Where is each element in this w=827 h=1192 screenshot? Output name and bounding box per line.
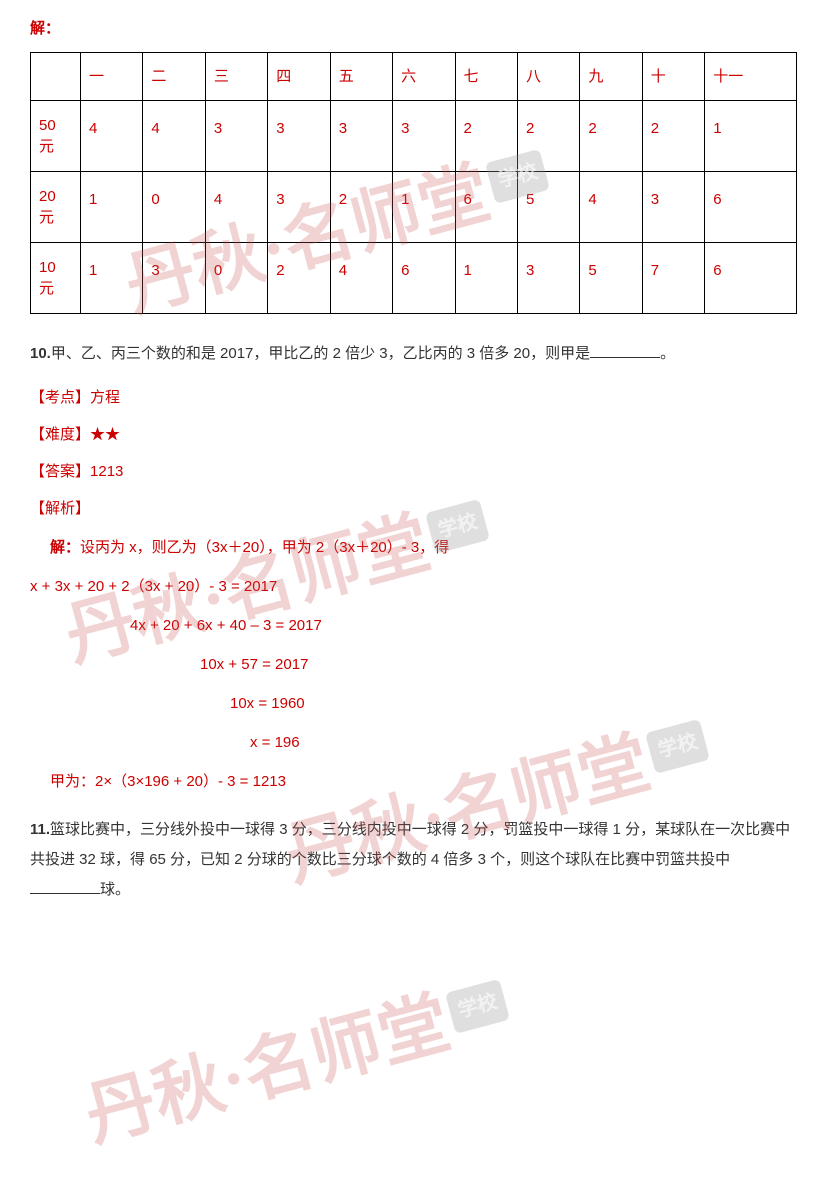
solution-step: 10x + 57 = 2017 xyxy=(30,651,797,678)
table-cell: 5 xyxy=(580,243,642,314)
table-cell: 6 xyxy=(393,243,455,314)
table-cell: 3 xyxy=(642,172,704,243)
question-tail: 。 xyxy=(660,345,675,362)
watermark: 丹秋·名师堂学校 xyxy=(71,946,523,1180)
table-cell: 6 xyxy=(705,172,797,243)
table-cell: 2 xyxy=(642,101,704,172)
table-cell: 6 xyxy=(705,243,797,314)
table-cell: 5 xyxy=(517,172,579,243)
table-cell: 3 xyxy=(268,172,330,243)
question-11: 11.篮球比赛中，三分线外投中一球得 3 分，三分线内投中一球得 2 分，罚篮投… xyxy=(30,815,797,905)
question-number: 10. xyxy=(30,345,51,362)
table-cell: 1 xyxy=(81,172,143,243)
table-header-cell: 七 xyxy=(455,53,517,101)
table-cell: 1 xyxy=(705,101,797,172)
question-tail: 球。 xyxy=(100,881,130,898)
table-cell: 2 xyxy=(330,172,392,243)
kaodian-line: 【考点】方程 xyxy=(30,384,797,411)
table-header-cell xyxy=(31,53,81,101)
fill-blank xyxy=(30,879,100,894)
table-cell: 1 xyxy=(393,172,455,243)
solution-step: x + 3x + 20 + 2（3x + 20）- 3 = 2017 xyxy=(30,573,797,600)
table-cell: 1 xyxy=(81,243,143,314)
table-cell: 4 xyxy=(330,243,392,314)
table-header-cell: 六 xyxy=(393,53,455,101)
table-cell: 3 xyxy=(268,101,330,172)
solution-step: 4x + 20 + 6x + 40 – 3 = 2017 xyxy=(30,612,797,639)
table-cell: 3 xyxy=(330,101,392,172)
table-header-cell: 八 xyxy=(517,53,579,101)
table-header-cell: 十一 xyxy=(705,53,797,101)
table-cell: 4 xyxy=(205,172,267,243)
table-cell: 4 xyxy=(81,101,143,172)
table-cell: 7 xyxy=(642,243,704,314)
solution-step: x = 196 xyxy=(30,729,797,756)
table-row: 50元 4 4 3 3 3 3 2 2 2 2 1 xyxy=(31,101,797,172)
table-header-cell: 一 xyxy=(81,53,143,101)
table-row: 10元 1 3 0 2 4 6 1 3 5 7 6 xyxy=(31,243,797,314)
question-text: 甲、乙、丙三个数的和是 2017，甲比乙的 2 倍少 3，乙比丙的 3 倍多 2… xyxy=(51,345,590,362)
question-number: 11. xyxy=(30,821,50,838)
jiexi-line: 【解析】 xyxy=(30,495,797,522)
table-row-label: 20元 xyxy=(31,172,81,243)
table-header-cell: 五 xyxy=(330,53,392,101)
solution-block: 解：设丙为 x，则乙为（3x＋20），甲为 2（3x＋20）- 3，得 x + … xyxy=(30,534,797,795)
solution-label: 解： xyxy=(30,15,797,42)
solution-step: 10x = 1960 xyxy=(30,690,797,717)
table-header-cell: 三 xyxy=(205,53,267,101)
table-cell: 3 xyxy=(143,243,205,314)
table-cell: 3 xyxy=(517,243,579,314)
daan-line: 【答案】1213 xyxy=(30,458,797,485)
table-cell: 6 xyxy=(455,172,517,243)
table-header-cell: 四 xyxy=(268,53,330,101)
table-cell: 2 xyxy=(268,243,330,314)
question-text: 篮球比赛中，三分线外投中一球得 3 分，三分线内投中一球得 2 分，罚篮投中一球… xyxy=(30,821,790,868)
table-row-label: 50元 xyxy=(31,101,81,172)
table-header-row: 一 二 三 四 五 六 七 八 九 十 十一 xyxy=(31,53,797,101)
table-cell: 3 xyxy=(393,101,455,172)
table-cell: 4 xyxy=(580,172,642,243)
table-cell: 0 xyxy=(205,243,267,314)
table-row-label: 10元 xyxy=(31,243,81,314)
table-header-cell: 二 xyxy=(143,53,205,101)
table-cell: 3 xyxy=(205,101,267,172)
table-header-cell: 九 xyxy=(580,53,642,101)
fill-blank xyxy=(590,343,660,358)
solution-intro: 解：设丙为 x，则乙为（3x＋20），甲为 2（3x＋20）- 3，得 xyxy=(30,534,797,561)
question-10: 10.甲、乙、丙三个数的和是 2017，甲比乙的 2 倍少 3，乙比丙的 3 倍… xyxy=(30,339,797,369)
table-cell: 2 xyxy=(517,101,579,172)
table-cell: 4 xyxy=(143,101,205,172)
solution-final: 甲为：2×（3×196 + 20）- 3 = 1213 xyxy=(30,768,797,795)
table-cell: 0 xyxy=(143,172,205,243)
answer-table: 一 二 三 四 五 六 七 八 九 十 十一 50元 4 4 3 3 3 3 2… xyxy=(30,52,797,314)
table-row: 20元 1 0 4 3 2 1 6 5 4 3 6 xyxy=(31,172,797,243)
table-header-cell: 十 xyxy=(642,53,704,101)
nandu-line: 【难度】★★ xyxy=(30,421,797,448)
table-cell: 2 xyxy=(455,101,517,172)
table-cell: 2 xyxy=(580,101,642,172)
table-cell: 1 xyxy=(455,243,517,314)
